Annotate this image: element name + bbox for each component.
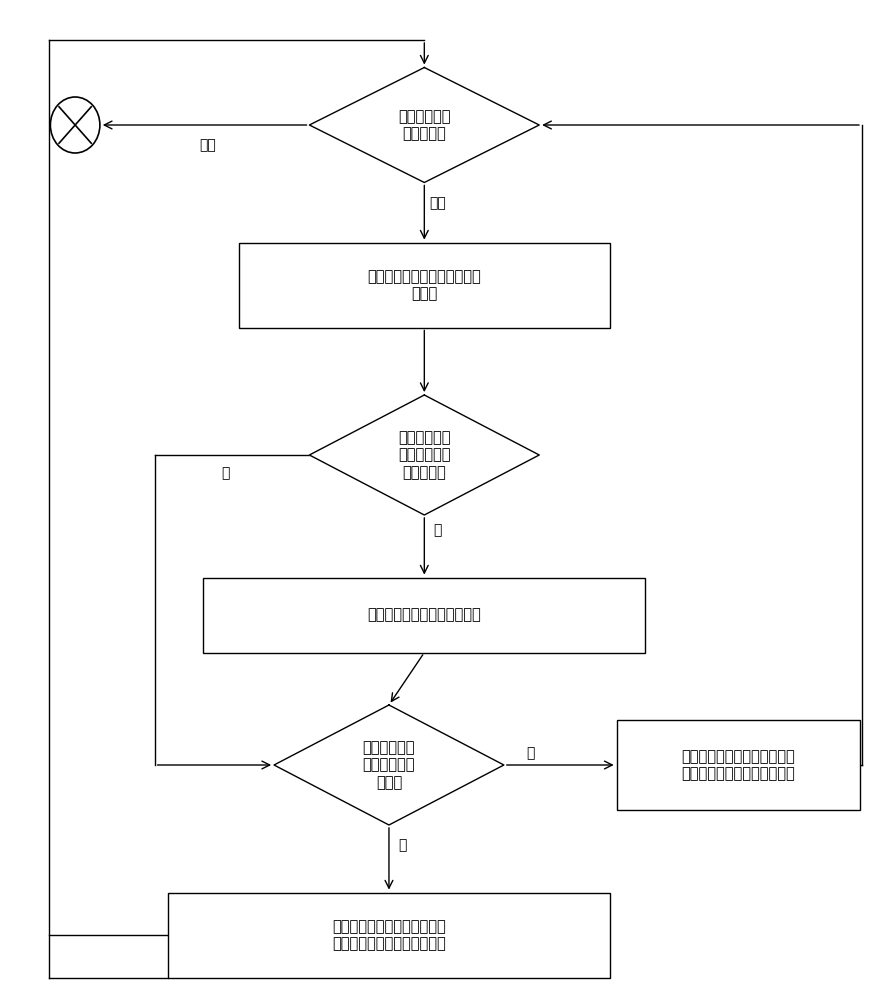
Text: 否: 否 <box>398 838 407 852</box>
Text: 否: 否 <box>221 466 230 480</box>
Circle shape <box>50 97 100 153</box>
Text: 还有: 还有 <box>430 196 446 210</box>
Text: 没有: 没有 <box>200 138 216 152</box>
Text: 确定出线柜列表中当前出线柜
的编号: 确定出线柜列表中当前出线柜 的编号 <box>368 269 481 301</box>
Text: 是: 是 <box>433 523 442 537</box>
Polygon shape <box>309 395 539 515</box>
Bar <box>168 892 610 978</box>
Text: 判断当前出线
柜是否已经到
达最后: 判断当前出线 柜是否已经到 达最后 <box>362 740 415 790</box>
Text: 是: 是 <box>526 746 535 760</box>
Polygon shape <box>274 705 504 825</box>
Polygon shape <box>309 68 539 182</box>
Text: 将出线柜列表中下一个出线柜
的编号作为当前出线柜的编号: 将出线柜列表中下一个出线柜 的编号作为当前出线柜的编号 <box>332 919 446 951</box>
Bar <box>239 242 610 328</box>
Bar <box>203 577 645 652</box>
Text: 将出线柜列表中第一个出线柜
的编号作为当前出线柜的编号: 将出线柜列表中第一个出线柜 的编号作为当前出线柜的编号 <box>682 749 795 781</box>
Text: 判断当前抽屉
是否能够加入
当前出线柜: 判断当前抽屉 是否能够加入 当前出线柜 <box>398 430 451 480</box>
Text: 放置当前抽屉到当前出线柜中: 放置当前抽屉到当前出线柜中 <box>368 607 481 622</box>
Text: 判断列表中是
否还有抽屉: 判断列表中是 否还有抽屉 <box>398 109 451 141</box>
Bar <box>617 720 860 810</box>
